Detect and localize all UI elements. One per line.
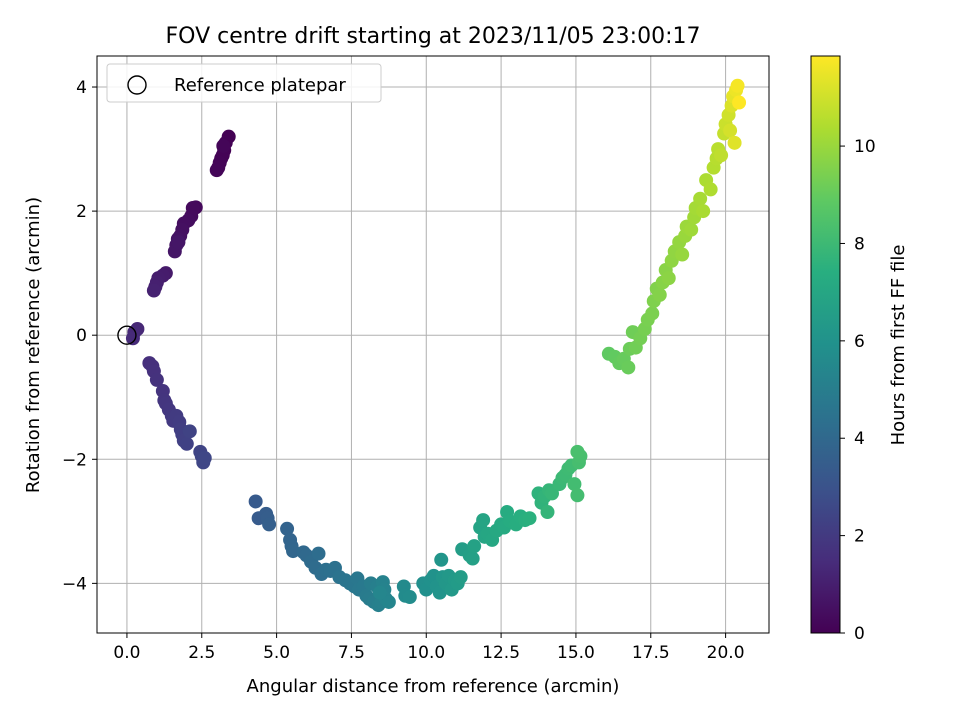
scatter-point: [703, 182, 718, 197]
x-tick-label: 0.0: [113, 643, 140, 663]
scatter-points: [125, 78, 747, 613]
x-tick-label: 17.5: [632, 643, 670, 663]
scatter-point: [465, 551, 480, 566]
scatter-point: [476, 513, 491, 528]
y-tick-label: 0: [76, 326, 87, 346]
colorbar-tick-label: 8: [854, 234, 865, 254]
x-axis-label: Angular distance from reference (arcmin): [247, 676, 620, 697]
x-grid-lines: [126, 56, 727, 633]
scatter-point: [197, 451, 212, 466]
scatter-point: [402, 590, 417, 605]
scatter-point: [732, 95, 747, 110]
scatter-point: [125, 331, 140, 346]
colorbar: 0 2 4 6 8 10 Hours from first FF file: [810, 55, 909, 644]
scatter-point: [714, 148, 729, 163]
y-tick-label: 2: [76, 202, 87, 222]
x-tick-label: 12.5: [482, 643, 520, 663]
scatter-point: [453, 570, 468, 585]
legend-label-reference: Reference platepar: [174, 75, 346, 96]
legend-marker-reference: [127, 75, 147, 95]
scatter-point: [693, 191, 708, 206]
scatter-point: [372, 585, 387, 600]
legend: Reference platepar: [106, 63, 382, 103]
scatter-point: [696, 204, 711, 219]
x-tick-label: 15.0: [557, 643, 595, 663]
scatter-point: [209, 163, 224, 178]
scatter-point: [675, 247, 690, 262]
scatter-point: [684, 222, 699, 237]
scatter-point: [661, 271, 676, 286]
colorbar-tick-label: 0: [854, 624, 865, 644]
colorbar-label: Hours from first FF file: [888, 245, 909, 446]
x-tick-label: 2.5: [188, 643, 215, 663]
scatter-point: [621, 360, 636, 375]
legend-box: [106, 63, 382, 103]
x-tick-label: 20.0: [707, 643, 745, 663]
scatter-point: [727, 135, 742, 150]
scatter-point: [280, 521, 295, 536]
scatter-point: [286, 544, 301, 559]
scatter-point: [522, 511, 537, 526]
colorbar-ticks: 0 2 4 6 8 10: [840, 137, 876, 644]
scatter-point: [248, 494, 263, 509]
x-tick-label: 10.0: [407, 643, 445, 663]
colorbar-tick-label: 10: [854, 137, 876, 157]
y-tick-label: 4: [76, 78, 87, 98]
scatter-point: [540, 505, 555, 520]
scatter-point: [262, 517, 277, 532]
scatter-point: [146, 283, 161, 298]
scatter-point: [171, 235, 186, 250]
plot-background: [97, 56, 769, 633]
scatter-point: [467, 539, 482, 554]
x-axis-ticks: 0.0 2.5 5.0 7.5 10.0 12.5 15.0 17.5 20.0: [113, 633, 745, 663]
chart-title: FOV centre drift starting at 2023/11/05 …: [166, 24, 701, 49]
scatter-point: [182, 424, 197, 439]
scatter-point: [570, 488, 585, 503]
scatter-point: [570, 444, 585, 459]
plot-area: [96, 55, 770, 634]
scatter-point: [216, 138, 231, 153]
scatter-point: [567, 477, 582, 492]
x-tick-label: 5.0: [263, 643, 290, 663]
scatter-point: [544, 486, 559, 501]
scatter-point: [723, 123, 738, 138]
plot-frame: [96, 55, 770, 634]
colorbar-tick-label: 2: [854, 527, 865, 547]
y-axis-label: Rotation from reference (arcmin): [23, 197, 44, 493]
y-tick-label: −4: [62, 574, 87, 594]
scatter-point: [730, 78, 745, 93]
scatter-point: [645, 306, 660, 321]
scatter-point: [311, 546, 326, 561]
scatter-point: [381, 594, 396, 609]
scatter-point: [149, 372, 164, 387]
x-tick-label: 7.5: [338, 643, 365, 663]
colorbar-tick-label: 4: [854, 429, 865, 449]
y-tick-label: −2: [62, 450, 87, 470]
reference-platepar-marker: [117, 325, 137, 345]
colorbar-gradient: [810, 55, 841, 634]
scatter-point: [434, 552, 449, 567]
scatter-point: [179, 436, 194, 451]
scatter-point: [652, 287, 667, 302]
colorbar-tick-label: 6: [854, 332, 865, 352]
y-axis-ticks: −4 −2 0 2 4: [62, 78, 97, 594]
